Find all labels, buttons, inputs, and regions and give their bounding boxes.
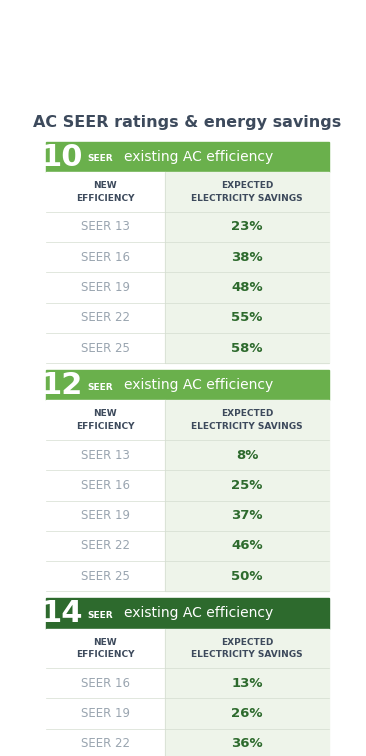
Text: SEER 16: SEER 16: [81, 251, 130, 264]
Bar: [165, 172, 329, 212]
Text: SEER 13: SEER 13: [81, 448, 130, 462]
Bar: [46, 699, 165, 729]
Text: 36%: 36%: [231, 737, 263, 751]
Bar: [46, 401, 165, 440]
Bar: [46, 470, 165, 500]
Text: SEER: SEER: [88, 154, 113, 163]
Bar: [165, 212, 329, 242]
Bar: [165, 668, 329, 699]
Text: SEER 19: SEER 19: [81, 510, 130, 522]
Text: existing AC efficiency: existing AC efficiency: [124, 606, 273, 621]
Bar: [165, 302, 329, 333]
Text: EXPECTED
ELECTRICITY SAVINGS: EXPECTED ELECTRICITY SAVINGS: [191, 410, 303, 431]
Bar: [165, 500, 329, 531]
Bar: [46, 628, 165, 668]
Bar: [46, 242, 165, 272]
Bar: [46, 302, 165, 333]
Bar: [165, 272, 329, 302]
Text: SEER 25: SEER 25: [81, 570, 130, 583]
Text: 25%: 25%: [231, 479, 263, 492]
Text: 58%: 58%: [231, 342, 263, 355]
Bar: [46, 668, 165, 699]
Bar: [165, 628, 329, 668]
Bar: [46, 561, 165, 591]
Text: SEER 16: SEER 16: [81, 479, 130, 492]
Text: 38%: 38%: [231, 251, 263, 264]
Text: NEW
EFFICIENCY: NEW EFFICIENCY: [76, 181, 135, 203]
Text: NEW
EFFICIENCY: NEW EFFICIENCY: [76, 410, 135, 431]
Text: 14: 14: [40, 599, 83, 628]
Text: 12: 12: [40, 370, 83, 400]
Bar: [46, 440, 165, 470]
Text: SEER 22: SEER 22: [81, 540, 130, 553]
Bar: [165, 561, 329, 591]
Text: 37%: 37%: [231, 510, 263, 522]
Text: EXPECTED
ELECTRICITY SAVINGS: EXPECTED ELECTRICITY SAVINGS: [191, 637, 303, 659]
Text: SEER 16: SEER 16: [81, 677, 130, 689]
Text: 55%: 55%: [231, 311, 263, 324]
Bar: [165, 440, 329, 470]
Bar: [46, 142, 329, 172]
Bar: [165, 531, 329, 561]
Text: SEER 25: SEER 25: [81, 342, 130, 355]
Text: 48%: 48%: [231, 281, 263, 294]
Text: SEER 19: SEER 19: [81, 707, 130, 720]
Text: 8%: 8%: [236, 448, 258, 462]
Text: 23%: 23%: [231, 221, 263, 234]
Text: SEER: SEER: [88, 383, 113, 392]
Bar: [165, 242, 329, 272]
Text: existing AC efficiency: existing AC efficiency: [124, 378, 273, 392]
Bar: [46, 729, 165, 756]
Bar: [46, 212, 165, 242]
Text: 26%: 26%: [231, 707, 263, 720]
Bar: [46, 531, 165, 561]
Text: 10: 10: [40, 143, 83, 172]
Text: SEER: SEER: [88, 611, 113, 620]
Text: EXPECTED
ELECTRICITY SAVINGS: EXPECTED ELECTRICITY SAVINGS: [191, 181, 303, 203]
Bar: [165, 699, 329, 729]
Text: SEER 19: SEER 19: [81, 281, 130, 294]
Text: existing AC efficiency: existing AC efficiency: [124, 150, 273, 164]
Text: AC SEER ratings & energy savings: AC SEER ratings & energy savings: [33, 115, 342, 130]
Text: SEER 22: SEER 22: [81, 737, 130, 751]
Text: SEER 13: SEER 13: [81, 221, 130, 234]
Bar: [165, 401, 329, 440]
Text: 13%: 13%: [231, 677, 263, 689]
Bar: [46, 333, 165, 363]
Bar: [46, 598, 329, 628]
Text: NEW
EFFICIENCY: NEW EFFICIENCY: [76, 637, 135, 659]
Text: SEER 22: SEER 22: [81, 311, 130, 324]
Bar: [46, 272, 165, 302]
Bar: [46, 370, 329, 401]
Bar: [46, 500, 165, 531]
Bar: [165, 470, 329, 500]
Text: 50%: 50%: [231, 570, 263, 583]
Bar: [165, 729, 329, 756]
Bar: [46, 172, 165, 212]
Text: 46%: 46%: [231, 540, 263, 553]
Bar: [165, 333, 329, 363]
